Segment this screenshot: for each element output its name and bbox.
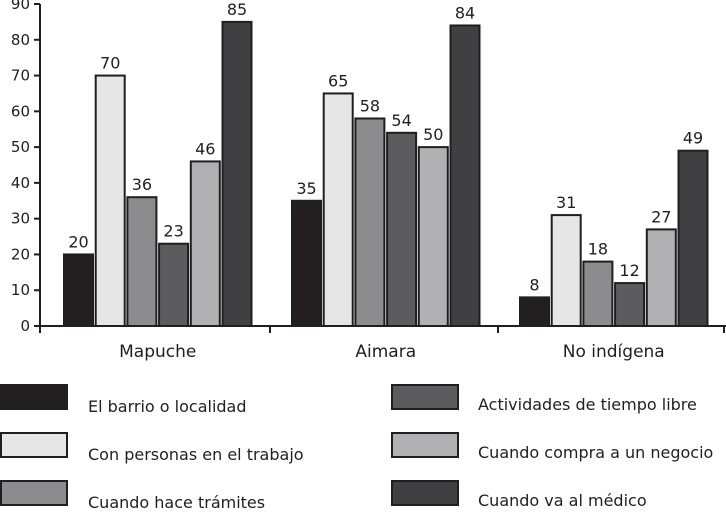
bar [614, 282, 646, 328]
bar-chart: 0 10 20 30 40 50 60 70 80 90 Mapuche Aimara No indí… [11, 0, 726, 362]
bar-value-label: 49 [683, 129, 703, 148]
x-axis: Mapuche Aimara No indígena [39, 325, 726, 362]
bar [449, 24, 481, 327]
y-axis: 0 10 20 30 40 50 60 70 80 90 [11, 0, 41, 335]
bar [550, 214, 582, 327]
bar [126, 196, 158, 327]
y-tick-label: 50 [11, 138, 30, 156]
legend-swatch-negocio [391, 432, 459, 458]
bar-value-label: 50 [423, 125, 443, 144]
bar [158, 242, 190, 327]
bar [417, 146, 449, 327]
bar-value-label: 20 [68, 232, 88, 251]
x-category-label: Mapuche [119, 342, 196, 362]
bar [645, 228, 677, 327]
legend-swatch-tiempo-libre [391, 384, 459, 410]
bar [94, 74, 126, 327]
bar-value-label: 23 [163, 222, 183, 241]
legend-swatch-trabajo [0, 432, 68, 458]
bar-value-label: 12 [619, 261, 639, 280]
bar-value-label: 70 [100, 54, 120, 73]
bar-value-label: 8 [529, 275, 539, 294]
y-tick-label: 0 [20, 317, 30, 335]
legend-swatch-medico [391, 480, 459, 506]
bar-value-label: 35 [296, 179, 316, 198]
y-tick-label: 20 [11, 245, 30, 263]
bar [221, 20, 253, 328]
bar [354, 117, 386, 327]
legend-label-trabajo: Con personas en el trabajo [88, 445, 304, 464]
bar [291, 199, 322, 327]
bar-value-label: 31 [556, 193, 576, 212]
legend-label-barrio: El barrio o localidad [88, 397, 247, 416]
data-labels-group: 20 70 36 23 46 85 35 65 58 54 50 84 8 31 18 12 27 49 [68, 0, 703, 294]
bar-value-label: 58 [360, 96, 380, 115]
y-tick-label: 30 [11, 210, 30, 228]
bar-value-label: 65 [328, 71, 348, 90]
bar-value-label: 85 [227, 0, 247, 19]
bar-value-label: 36 [132, 175, 152, 194]
legend-label-negocio: Cuando compra a un negocio [478, 443, 714, 462]
bar [322, 92, 354, 327]
x-category-label: Aimara [355, 342, 416, 362]
bar-value-label: 27 [651, 207, 671, 226]
bar-value-label: 54 [391, 111, 411, 130]
bar [582, 260, 614, 328]
bar [677, 149, 709, 327]
bar-value-label: 84 [455, 3, 475, 22]
bars-group [63, 20, 709, 328]
legend-label-tramites: Cuando hace trámites [88, 493, 266, 512]
bar [519, 296, 550, 327]
bar [63, 253, 94, 327]
legend-swatch-barrio [0, 384, 68, 410]
bar [386, 131, 418, 327]
x-category-label: No indígena [563, 342, 665, 362]
y-tick-label: 70 [11, 67, 30, 85]
bar-value-label: 46 [195, 139, 215, 158]
y-tick-label: 80 [11, 31, 30, 49]
bar-value-label: 18 [588, 240, 608, 259]
y-tick-label: 10 [11, 281, 30, 299]
y-tick-label: 60 [11, 102, 30, 120]
y-tick-label: 90 [11, 0, 30, 13]
legend-label-tiempo-libre: Actividades de tiempo libre [478, 395, 697, 414]
bar [189, 160, 221, 327]
legend-swatch-tramites [0, 480, 68, 506]
legend-label-medico: Cuando va al médico [478, 491, 647, 510]
y-tick-label: 40 [11, 174, 30, 192]
